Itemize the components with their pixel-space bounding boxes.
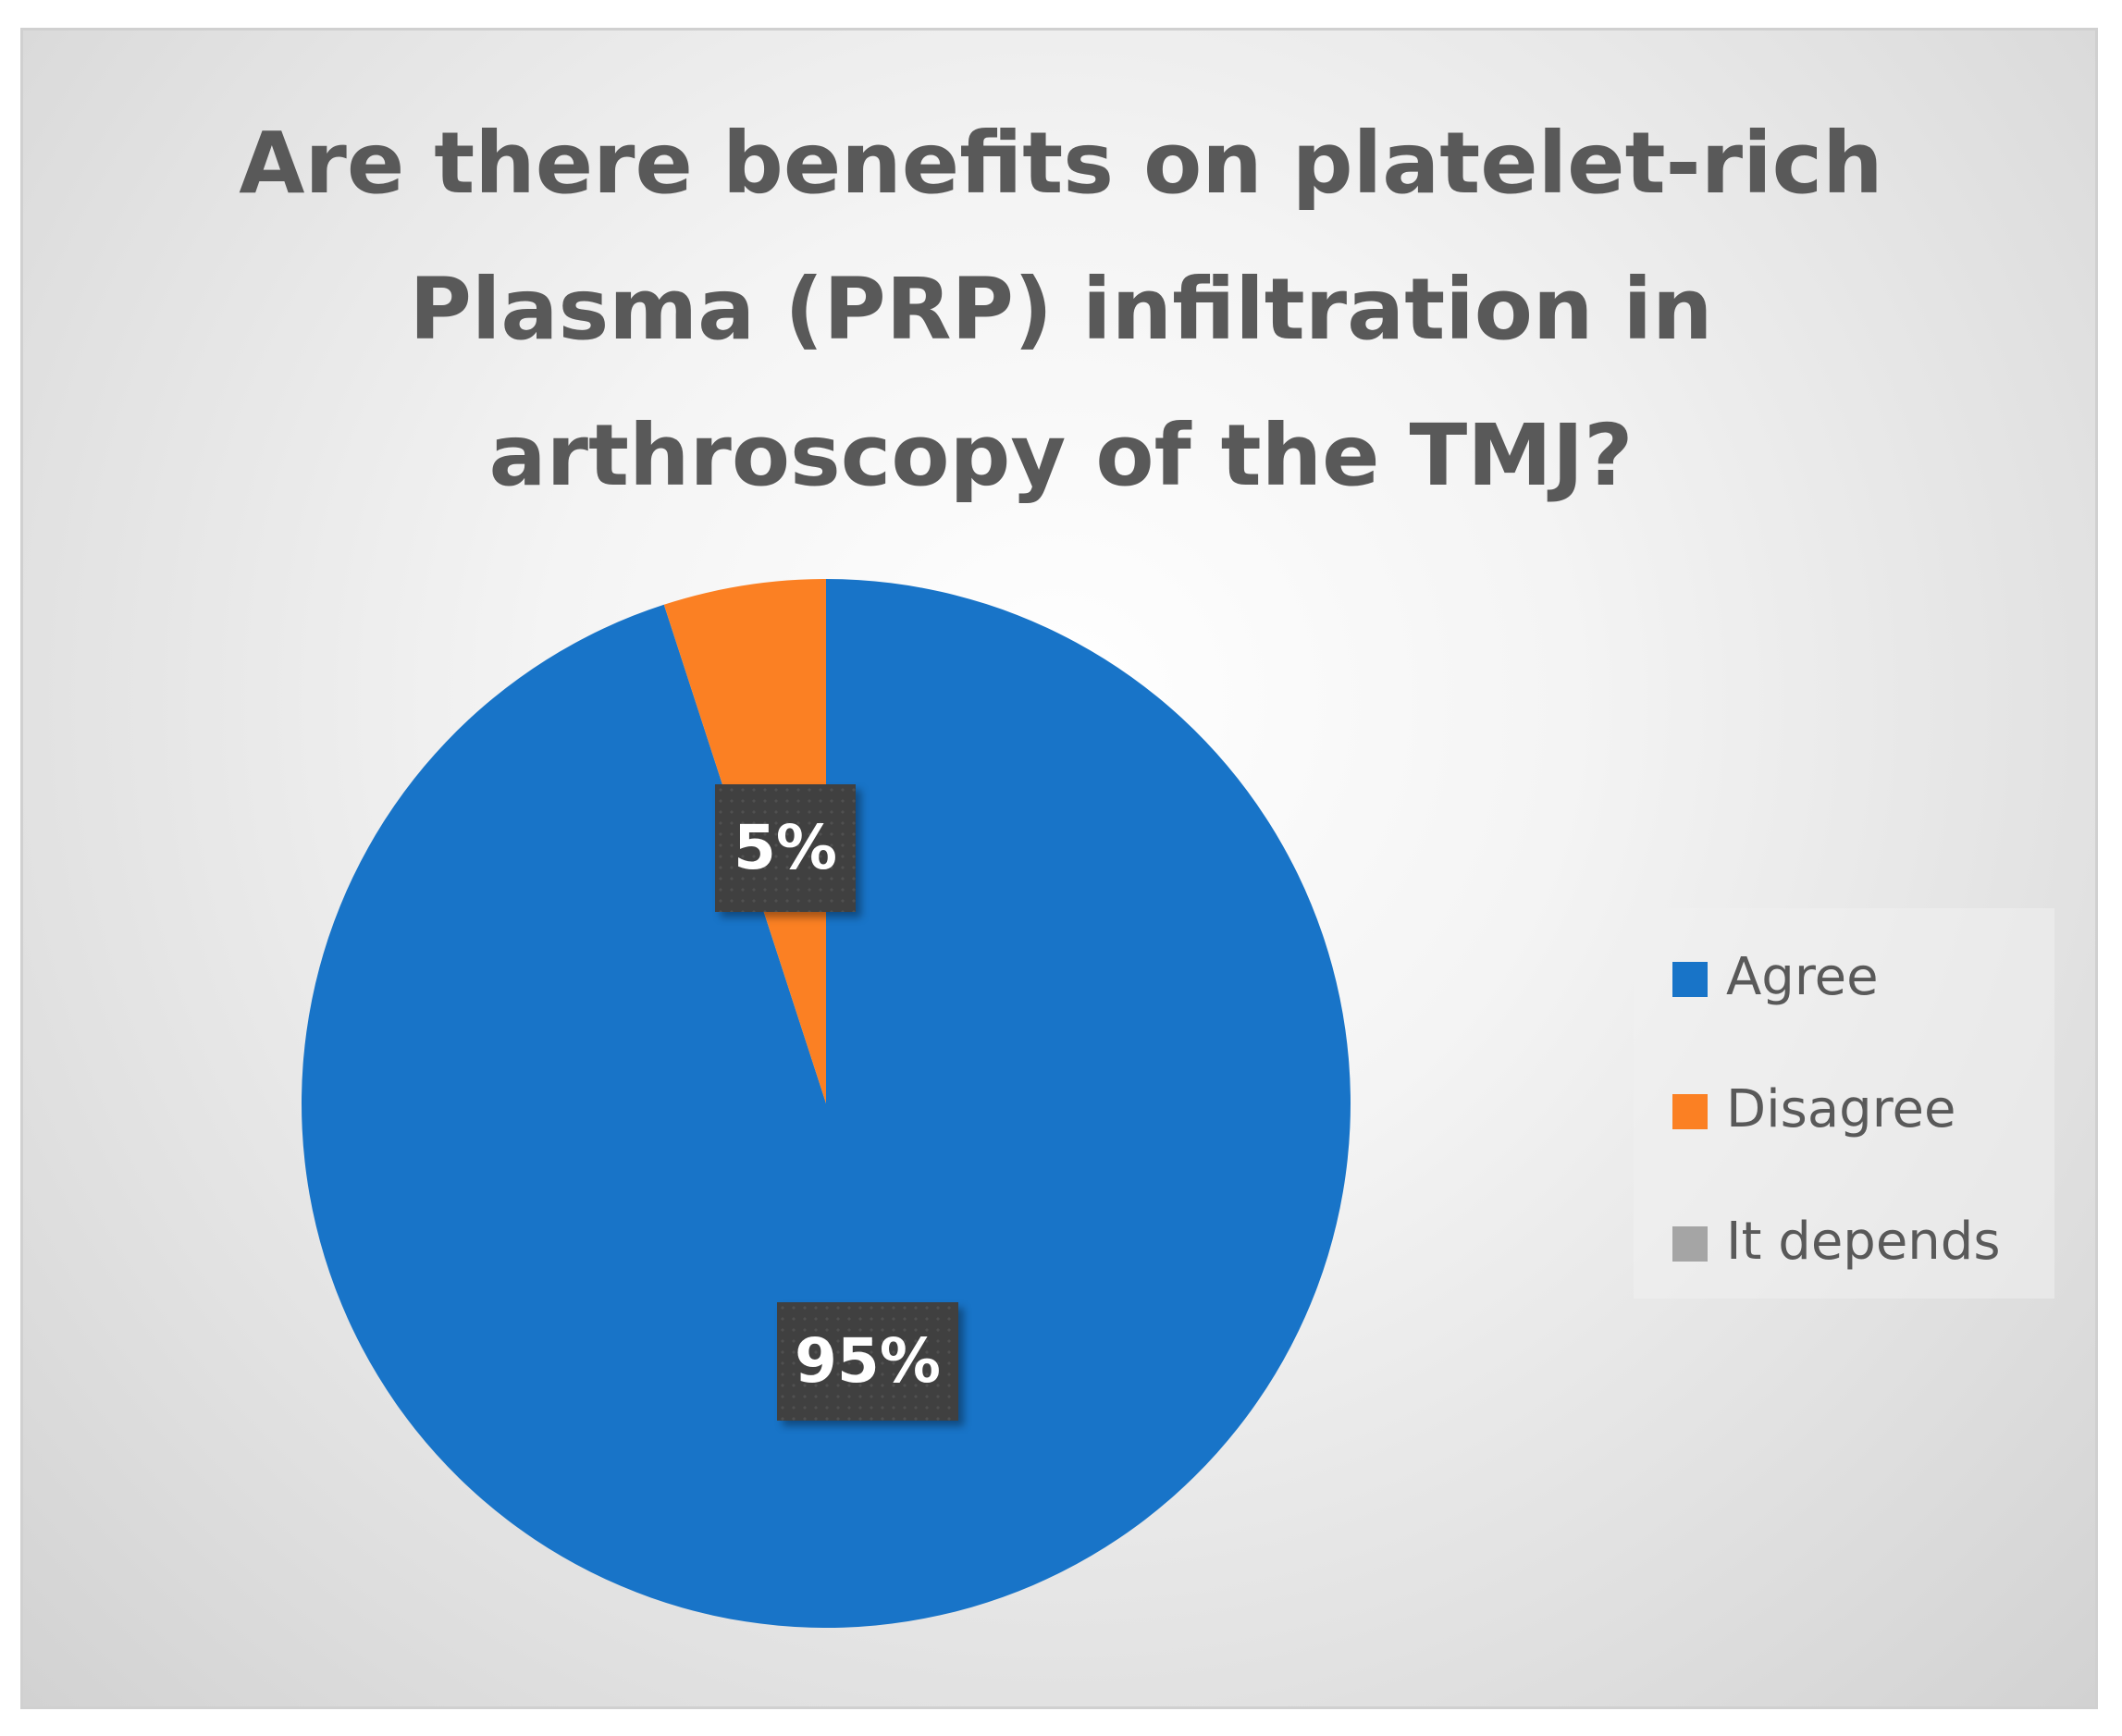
chart-title-line: Plasma (PRP) infiltration in [409, 260, 1713, 359]
legend-swatch-it-depends [1672, 1226, 1708, 1262]
legend-label: Disagree [1726, 1079, 1956, 1139]
data-label-disagree: 5% [715, 784, 856, 912]
legend-swatch-agree [1672, 962, 1708, 997]
legend: Agree Disagree It depends [1634, 908, 2054, 1299]
legend-swatch-disagree [1672, 1094, 1708, 1129]
legend-label: It depends [1726, 1212, 2001, 1272]
legend-item-disagree: Disagree [1672, 1079, 2054, 1212]
chart-title-line: Are there benefits on platelet-rich [239, 114, 1883, 213]
legend-item-agree: Agree [1672, 947, 2054, 1079]
chart-title: Are there benefits on platelet-rich Plas… [0, 91, 2122, 529]
legend-label: Agree [1726, 947, 1879, 1007]
chart-title-line: arthroscopy of the TMJ? [488, 406, 1634, 505]
legend-item-it-depends: It depends [1672, 1212, 2054, 1344]
pie-slice-agree [301, 579, 1351, 1628]
data-label-agree: 95% [777, 1302, 958, 1421]
